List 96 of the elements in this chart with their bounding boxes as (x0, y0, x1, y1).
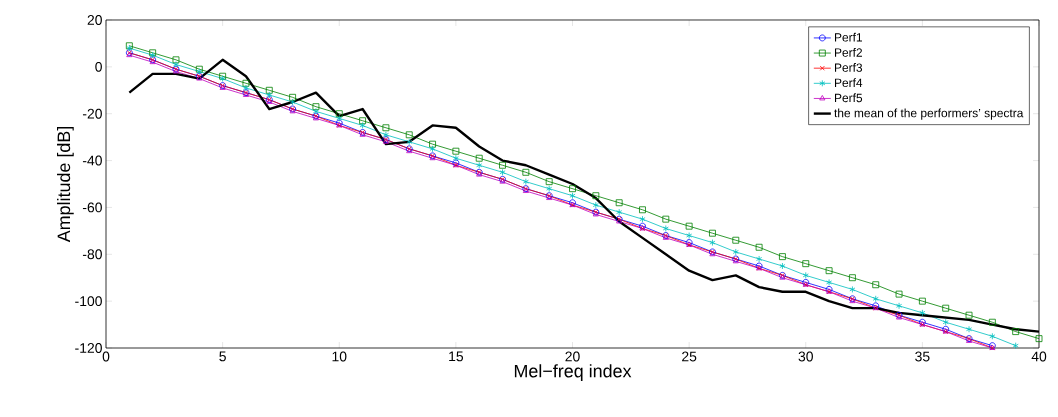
y-tick-label: 0 (95, 61, 102, 72)
point (382, 131, 389, 139)
point (849, 274, 856, 282)
point (429, 145, 436, 153)
point (662, 215, 670, 223)
point (522, 168, 530, 176)
point (616, 208, 623, 216)
point (476, 161, 483, 169)
point (966, 325, 973, 333)
point (242, 84, 249, 92)
x-tick-label: 10 (332, 351, 347, 362)
point (336, 115, 343, 122)
point (289, 93, 296, 101)
point (289, 98, 296, 106)
point (849, 286, 856, 293)
y-tick-label: -100 (75, 296, 102, 307)
point (546, 185, 553, 193)
point (592, 192, 600, 200)
point (452, 147, 460, 155)
point (592, 201, 599, 209)
legend-label: Perf1 (834, 32, 862, 42)
point (918, 297, 926, 305)
point (756, 255, 763, 263)
x-tick-label: 35 (915, 351, 930, 362)
point (522, 178, 529, 186)
legend-label: the mean of the performers’ spectra (834, 108, 1024, 120)
point (896, 302, 903, 310)
point (639, 215, 646, 223)
x-tick-label: 25 (682, 351, 697, 362)
point (312, 107, 319, 115)
point (406, 138, 413, 146)
point (662, 225, 669, 232)
point (242, 79, 250, 87)
point (382, 124, 390, 132)
point (779, 262, 786, 270)
point (872, 295, 879, 303)
x-tick-label: 20 (565, 351, 580, 362)
point (569, 185, 576, 193)
y-axis-title: Amplitude [dB] (57, 126, 74, 243)
y-tick-label: -60 (82, 202, 102, 213)
point (989, 332, 996, 340)
point (569, 192, 576, 200)
y-tick-label: 20 (87, 15, 102, 25)
x-tick-label: 0 (102, 351, 110, 362)
point (359, 117, 366, 125)
point (685, 222, 693, 230)
point (499, 161, 506, 169)
point (452, 154, 459, 162)
point (545, 178, 553, 186)
point (732, 236, 740, 244)
point (172, 56, 180, 64)
point (405, 131, 413, 139)
y-tick-label: -20 (82, 108, 102, 119)
point (942, 318, 949, 326)
point (172, 61, 179, 68)
point (709, 229, 716, 237)
point (639, 206, 646, 214)
point (732, 248, 739, 256)
legend-label: Perf4 (834, 78, 863, 87)
point (802, 271, 809, 279)
point (965, 311, 973, 319)
legend-label: Perf3 (834, 63, 863, 72)
point (872, 281, 880, 289)
point (335, 110, 343, 118)
y-tick-label: -120 (75, 343, 102, 353)
point (265, 86, 273, 94)
x-tick-label: 40 (1031, 351, 1047, 362)
point (686, 232, 693, 239)
point (475, 154, 483, 162)
x-tick-label: 5 (219, 351, 226, 362)
y-tick-label: -80 (82, 249, 102, 260)
point (1012, 328, 1020, 335)
point (312, 103, 320, 111)
point (615, 199, 623, 207)
point (359, 122, 366, 129)
point (709, 239, 716, 246)
y-tick-label: -40 (82, 155, 102, 166)
legend-label: Perf2 (834, 47, 862, 57)
point (1012, 342, 1019, 350)
point (919, 309, 926, 317)
legend-label: Perf5 (834, 93, 863, 103)
point (825, 267, 833, 275)
x-axis-title: Mel−freq index (514, 364, 632, 381)
x-tick-label: 15 (449, 351, 464, 362)
point (988, 318, 996, 326)
point (826, 279, 833, 286)
point (755, 243, 763, 251)
point (266, 91, 273, 99)
point (429, 140, 436, 148)
point (802, 260, 810, 268)
point (1035, 335, 1043, 343)
point (499, 168, 506, 176)
point (779, 253, 786, 261)
point (942, 304, 950, 312)
x-tick-label: 30 (798, 351, 813, 362)
point (895, 290, 903, 298)
